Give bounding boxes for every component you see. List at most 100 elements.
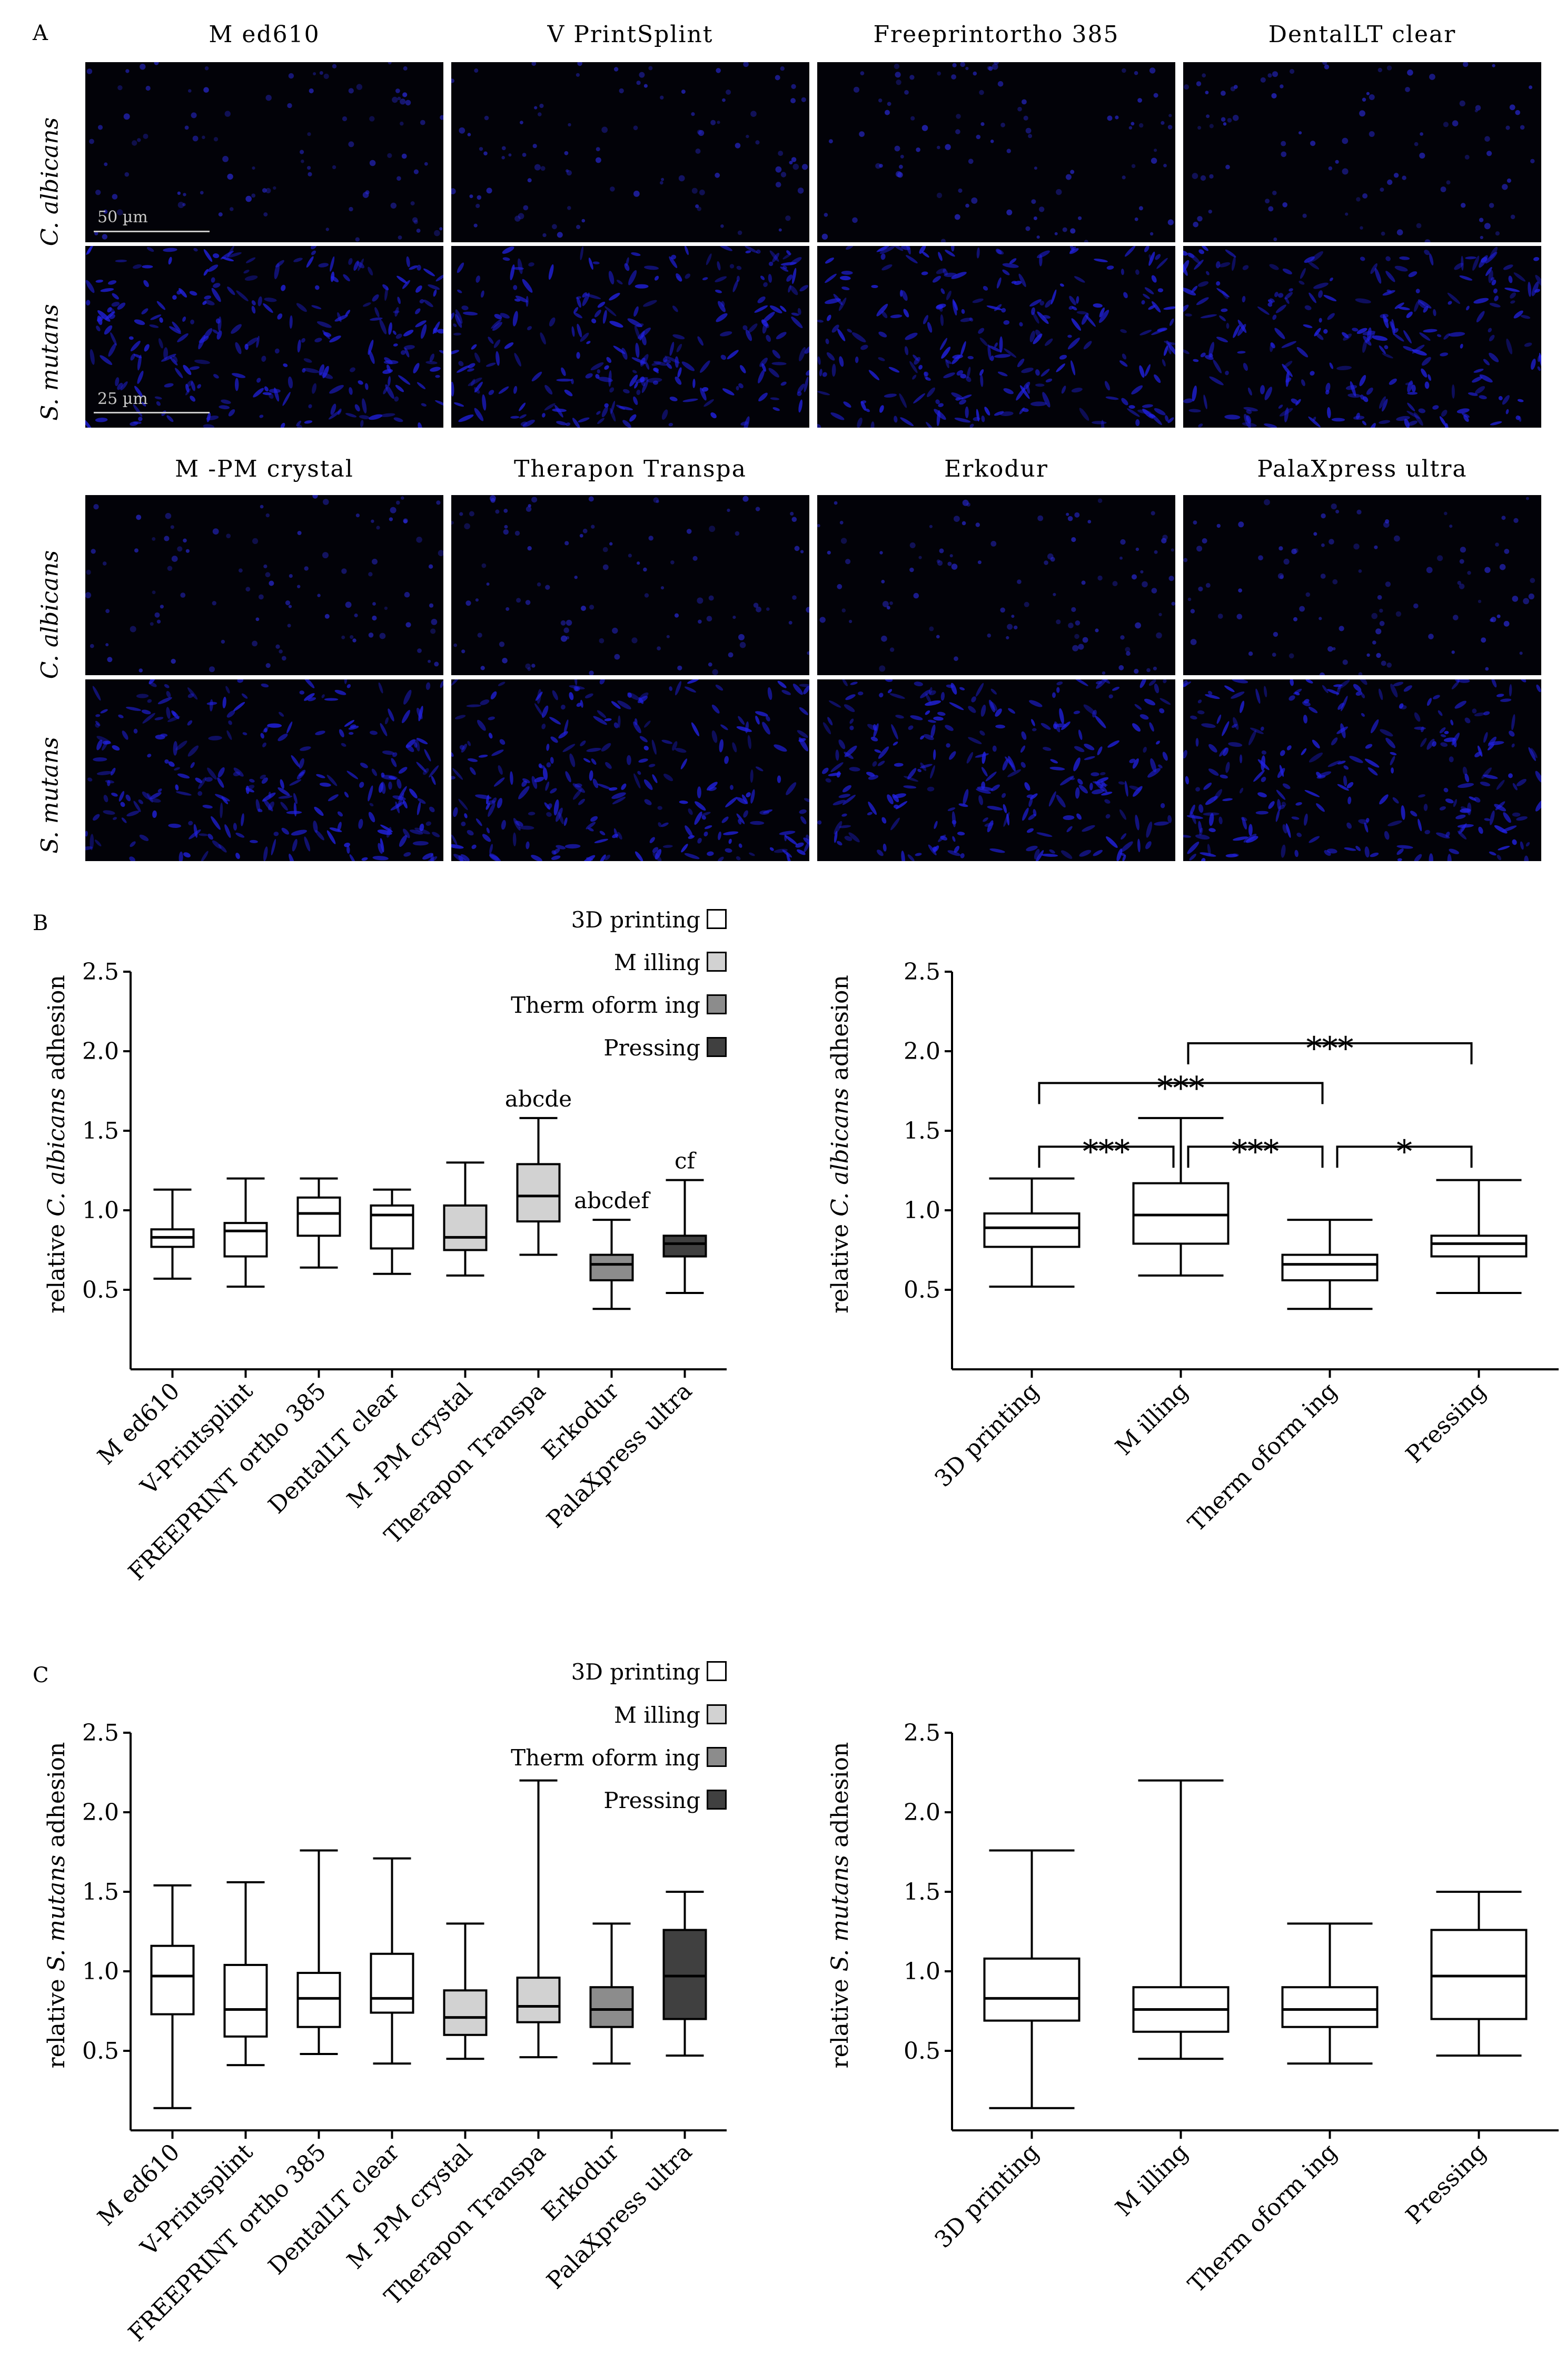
cell bbox=[1031, 719, 1035, 726]
cell bbox=[930, 724, 936, 738]
cell bbox=[655, 849, 662, 860]
cell bbox=[1464, 717, 1471, 724]
cell bbox=[1138, 206, 1143, 211]
cell bbox=[134, 548, 138, 553]
cell bbox=[721, 816, 729, 823]
cell bbox=[572, 783, 586, 793]
cell bbox=[259, 594, 264, 600]
cell bbox=[1132, 574, 1137, 580]
cell bbox=[341, 568, 347, 574]
cell bbox=[1324, 850, 1331, 856]
cell bbox=[1414, 300, 1420, 312]
cell bbox=[992, 745, 997, 752]
cell bbox=[246, 337, 259, 347]
cell bbox=[1450, 719, 1454, 726]
cell bbox=[95, 190, 101, 195]
cell bbox=[1362, 420, 1366, 426]
cell bbox=[355, 513, 360, 518]
cell bbox=[577, 62, 582, 66]
cell bbox=[601, 406, 608, 418]
cell bbox=[762, 722, 770, 735]
cell bbox=[1480, 782, 1491, 786]
cell bbox=[1011, 615, 1015, 618]
cell bbox=[684, 853, 700, 860]
cell bbox=[319, 71, 323, 75]
cell bbox=[710, 120, 716, 125]
cell bbox=[929, 687, 933, 695]
micrograph-s-mutans bbox=[1183, 246, 1541, 428]
cell bbox=[118, 714, 124, 718]
micrograph-c-albicans bbox=[85, 495, 443, 675]
cell bbox=[1394, 535, 1400, 542]
cell bbox=[1084, 744, 1095, 750]
cell bbox=[422, 853, 433, 860]
cell bbox=[1282, 824, 1287, 834]
cell bbox=[1257, 792, 1267, 797]
cell bbox=[93, 814, 100, 821]
legend-label-thermoforming: Therm oform ing bbox=[511, 1745, 700, 1771]
cell bbox=[1056, 687, 1060, 693]
cell bbox=[1281, 802, 1286, 807]
cell bbox=[132, 140, 137, 146]
cell bbox=[582, 855, 596, 861]
cell bbox=[1260, 726, 1264, 731]
cell bbox=[166, 707, 171, 719]
cell bbox=[768, 368, 779, 378]
cell bbox=[1336, 366, 1352, 370]
cell bbox=[251, 305, 256, 314]
cell bbox=[428, 564, 433, 569]
cell bbox=[397, 96, 401, 101]
cell bbox=[1267, 73, 1272, 78]
cell bbox=[1380, 729, 1393, 737]
cell bbox=[1479, 374, 1493, 383]
cell bbox=[175, 784, 179, 791]
cell bbox=[586, 747, 601, 752]
cell bbox=[1381, 231, 1385, 236]
cell bbox=[1221, 117, 1226, 122]
cell bbox=[767, 687, 772, 700]
cell bbox=[747, 735, 751, 749]
cell bbox=[940, 692, 945, 701]
cell bbox=[1183, 835, 1192, 838]
cell bbox=[392, 330, 397, 335]
cell bbox=[251, 300, 256, 305]
cell bbox=[273, 186, 276, 190]
cell bbox=[504, 525, 508, 529]
cell bbox=[299, 690, 305, 695]
cell bbox=[1163, 164, 1167, 167]
cell bbox=[1353, 544, 1360, 550]
cell bbox=[262, 742, 266, 747]
cell bbox=[665, 355, 680, 364]
x-tick-label: M illing bbox=[1111, 1378, 1194, 1461]
cell bbox=[1504, 288, 1520, 292]
cell bbox=[1511, 743, 1515, 748]
cell bbox=[1257, 306, 1270, 315]
legend-swatch-milling bbox=[707, 952, 727, 972]
cell bbox=[309, 88, 314, 94]
cell bbox=[1020, 745, 1026, 753]
cell bbox=[528, 812, 536, 816]
cell bbox=[201, 851, 209, 861]
cell bbox=[384, 357, 393, 364]
cell bbox=[156, 401, 161, 406]
cell bbox=[502, 658, 508, 664]
cell bbox=[326, 830, 336, 844]
cell bbox=[341, 743, 346, 747]
cell bbox=[1171, 601, 1175, 606]
cell bbox=[817, 356, 821, 365]
cell bbox=[348, 725, 359, 730]
cell bbox=[207, 767, 217, 780]
cell bbox=[1000, 122, 1005, 127]
cell bbox=[604, 403, 609, 408]
cell bbox=[1423, 305, 1429, 313]
cell bbox=[972, 298, 984, 303]
cell bbox=[1197, 699, 1202, 704]
cell bbox=[1078, 216, 1082, 220]
cell bbox=[522, 153, 527, 157]
cell bbox=[1108, 694, 1113, 699]
cell bbox=[488, 337, 494, 344]
cell bbox=[980, 374, 984, 387]
cell bbox=[1143, 293, 1150, 299]
cell bbox=[1192, 173, 1198, 179]
cell bbox=[1379, 620, 1385, 626]
